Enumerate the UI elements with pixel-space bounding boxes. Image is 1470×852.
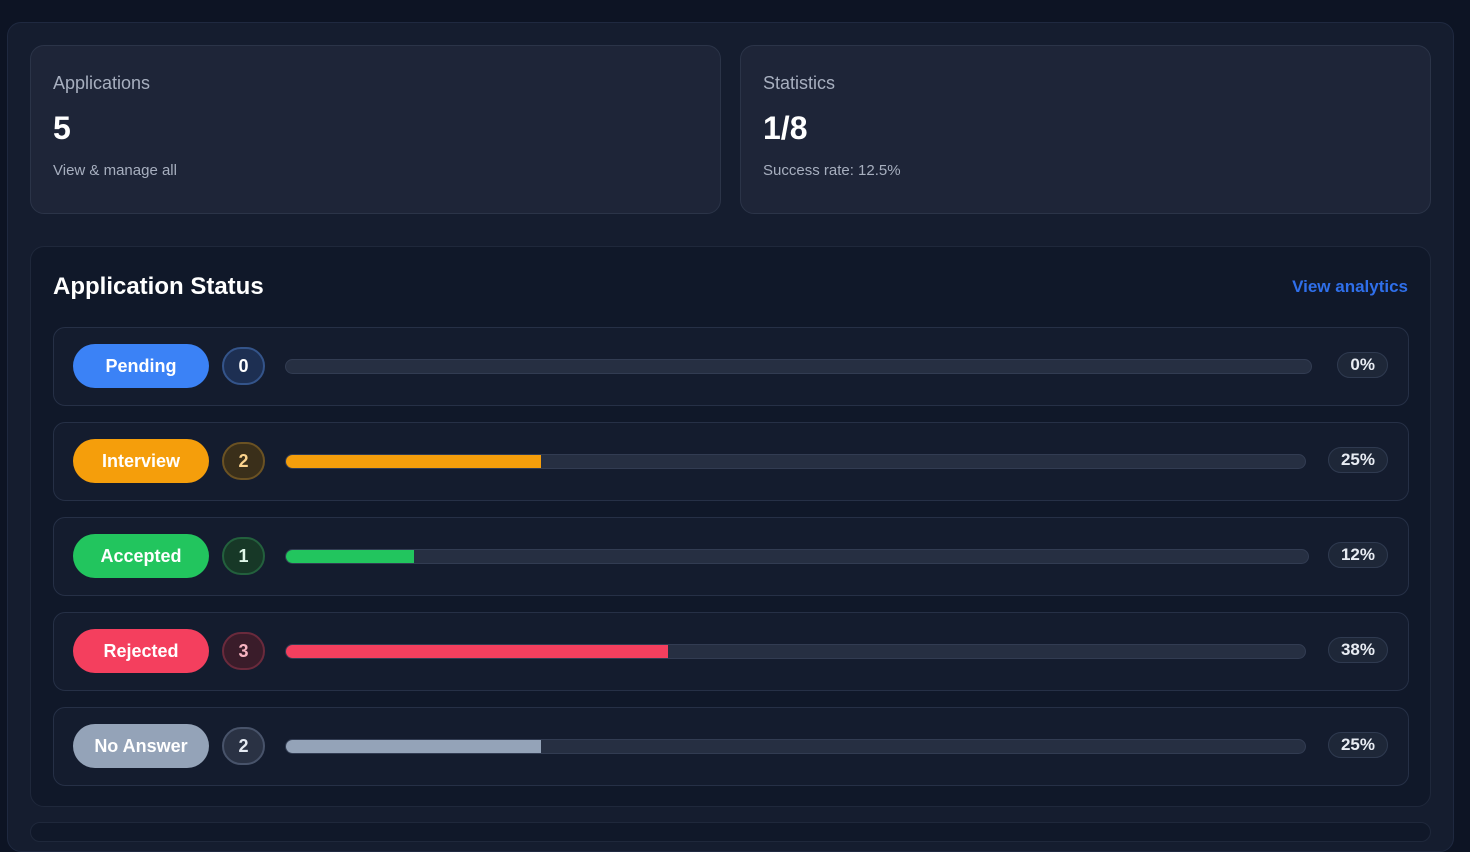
section-title: Application Status	[53, 273, 264, 300]
interview-status-badge[interactable]: Interview	[73, 439, 209, 483]
accepted-percent: 12%	[1327, 542, 1388, 568]
pending-count: 0	[222, 347, 265, 385]
rejected-progress-fill	[286, 645, 669, 658]
statistics-value: 1/8	[763, 110, 808, 146]
next-panel-edge	[30, 822, 1431, 842]
view-analytics-link[interactable]: View analytics	[1292, 277, 1408, 296]
accepted-count: 1	[222, 537, 265, 575]
no-answer-percent: 25%	[1327, 732, 1388, 758]
applications-card[interactable]: Applications 5 View & manage all	[30, 45, 721, 214]
no-answer-progress-fill	[286, 740, 541, 753]
interview-progress-track	[285, 454, 1306, 469]
interview-progress-fill	[286, 455, 541, 468]
statistics-label: Statistics	[763, 73, 836, 93]
statistics-card[interactable]: Statistics 1/8 Success rate: 12.5%	[740, 45, 1431, 214]
accepted-progress-fill	[286, 550, 414, 563]
applications-label: Applications	[53, 73, 151, 93]
applications-count: 5	[53, 110, 71, 146]
status-row-accepted: Accepted 1 12%	[53, 517, 1409, 596]
no-answer-status-badge[interactable]: No Answer	[73, 724, 209, 768]
applications-subtext: View & manage all	[53, 162, 177, 179]
rejected-count: 3	[222, 632, 265, 670]
status-row-pending: Pending 0 0%	[53, 327, 1409, 406]
status-row-interview: Interview 2 25%	[53, 422, 1409, 501]
rejected-progress-track	[285, 644, 1306, 659]
pending-progress-track	[285, 359, 1312, 374]
pending-percent: 0%	[1337, 352, 1388, 378]
interview-count: 2	[222, 442, 265, 480]
no-answer-progress-track	[285, 739, 1306, 754]
no-answer-count: 2	[222, 727, 265, 765]
status-row-no-answer: No Answer 2 25%	[53, 707, 1409, 786]
accepted-progress-track	[285, 549, 1309, 564]
interview-percent: 25%	[1327, 447, 1388, 473]
accepted-status-badge[interactable]: Accepted	[73, 534, 209, 578]
success-rate-text: Success rate: 12.5%	[763, 162, 901, 179]
status-row-rejected: Rejected 3 38%	[53, 612, 1409, 691]
pending-status-badge[interactable]: Pending	[73, 344, 209, 388]
rejected-percent: 38%	[1327, 637, 1388, 663]
application-status-panel: Application Status View analytics Pendin…	[30, 246, 1431, 807]
rejected-status-badge[interactable]: Rejected	[73, 629, 209, 673]
